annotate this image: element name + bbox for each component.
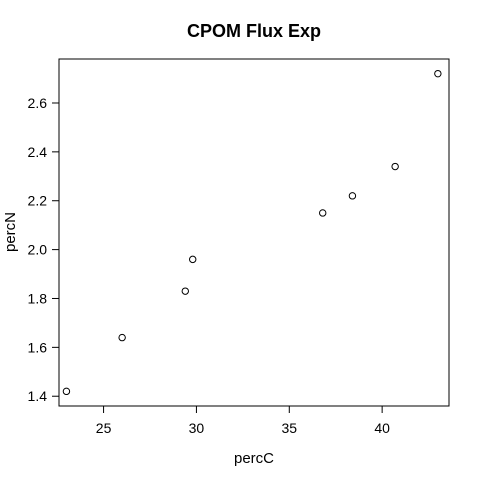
x-axis-label: percC bbox=[234, 450, 274, 467]
data-point bbox=[348, 192, 357, 200]
x-tick-label: 30 bbox=[189, 420, 205, 436]
y-tick-label: 2.6 bbox=[28, 95, 48, 111]
y-tick-label: 1.8 bbox=[28, 290, 48, 306]
data-point bbox=[118, 333, 126, 342]
y-axis-label: percN bbox=[2, 212, 19, 252]
data-point bbox=[62, 387, 71, 396]
y-tick-label: 2.0 bbox=[28, 242, 48, 258]
data-point bbox=[189, 255, 197, 264]
x-tick-label: 35 bbox=[281, 420, 297, 436]
x-tick-label: 40 bbox=[374, 420, 390, 436]
plot-area-frame bbox=[58, 58, 450, 407]
data-point bbox=[434, 69, 442, 78]
y-tick-label: 2.4 bbox=[28, 144, 48, 160]
y-tick-label: 1.6 bbox=[28, 339, 48, 355]
data-point bbox=[181, 287, 189, 295]
data-points bbox=[62, 69, 442, 396]
data-point bbox=[391, 162, 399, 171]
x-axis: 25 30 35 40 bbox=[96, 406, 390, 436]
data-point bbox=[319, 209, 327, 217]
y-axis: 1.4 1.6 1.8 2.0 2.2 2.4 2.6 bbox=[28, 95, 59, 404]
x-tick-label: 25 bbox=[96, 420, 112, 436]
y-tick-label: 1.4 bbox=[28, 388, 48, 404]
y-tick-label: 2.2 bbox=[28, 193, 48, 209]
chart-title: CPOM Flux Exp bbox=[187, 21, 321, 41]
